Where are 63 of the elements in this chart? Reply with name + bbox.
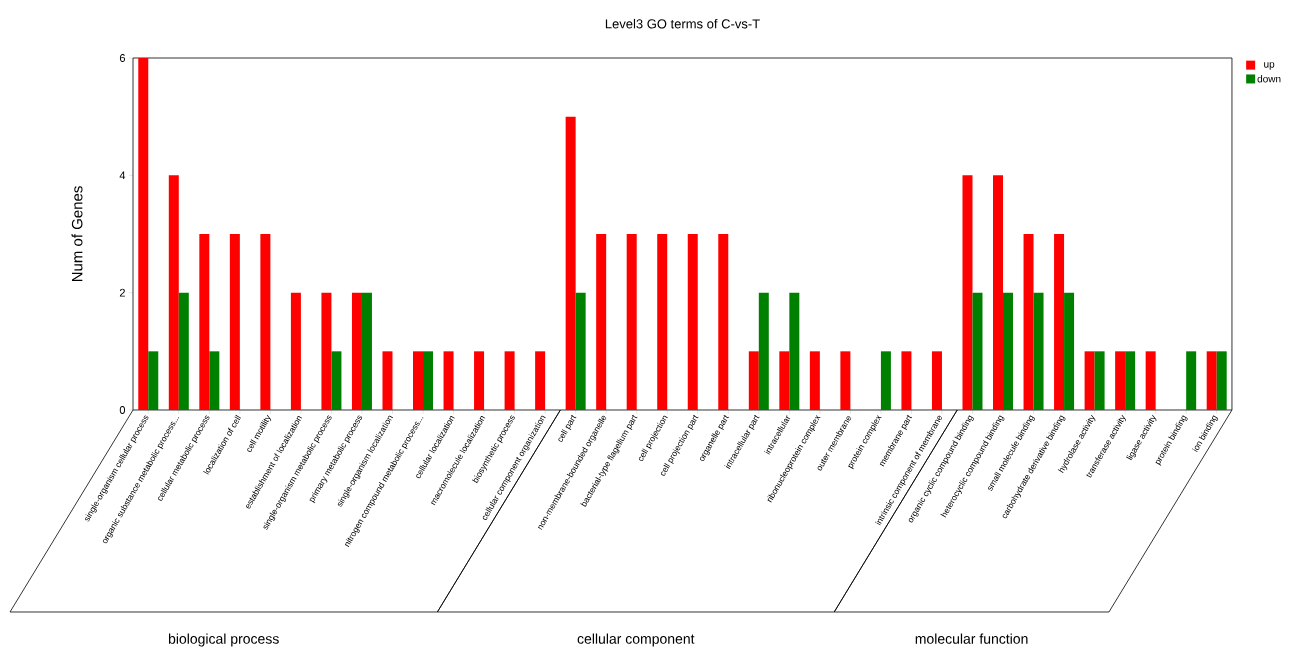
bar bbox=[1094, 351, 1105, 410]
bar bbox=[474, 351, 485, 410]
bar bbox=[626, 233, 637, 410]
bar bbox=[993, 175, 1004, 410]
bar bbox=[351, 292, 362, 410]
bar bbox=[148, 351, 159, 410]
bar bbox=[880, 351, 891, 410]
bar bbox=[565, 116, 576, 410]
bar bbox=[718, 233, 729, 410]
bar bbox=[290, 292, 301, 410]
bar bbox=[1023, 233, 1034, 410]
bar bbox=[1125, 351, 1136, 410]
legend-label: up bbox=[1264, 62, 1275, 70]
bar bbox=[1115, 351, 1126, 410]
bar bbox=[260, 233, 271, 410]
bar bbox=[321, 292, 332, 410]
bar bbox=[443, 351, 454, 410]
bar bbox=[1216, 351, 1227, 410]
bar bbox=[138, 58, 149, 410]
bar bbox=[748, 351, 759, 410]
bar bbox=[382, 351, 393, 410]
bar bbox=[229, 233, 240, 410]
bar bbox=[1186, 351, 1197, 410]
bar bbox=[1084, 351, 1095, 410]
bar bbox=[1003, 292, 1014, 410]
bar bbox=[596, 233, 607, 410]
bar bbox=[413, 351, 424, 410]
legend-label: down bbox=[1257, 75, 1281, 83]
bar bbox=[1054, 233, 1065, 410]
bar bbox=[361, 292, 372, 410]
bar bbox=[901, 351, 912, 410]
bar bbox=[1033, 292, 1044, 410]
bar bbox=[931, 351, 942, 410]
text: biological process bbox=[168, 633, 279, 647]
bar bbox=[178, 292, 189, 410]
bar bbox=[1145, 351, 1156, 410]
bar bbox=[779, 351, 790, 410]
bar bbox=[535, 351, 546, 410]
bar bbox=[657, 233, 668, 410]
text: molecular function bbox=[915, 633, 1028, 644]
y-tick-label: 0 bbox=[119, 406, 126, 414]
bar bbox=[972, 292, 983, 410]
chart-title: Level3 GO terms of C-vs-T bbox=[605, 18, 760, 29]
bar bbox=[199, 233, 210, 410]
bar bbox=[962, 175, 973, 410]
bar bbox=[1064, 292, 1075, 410]
bar bbox=[168, 175, 179, 410]
y-tick-label: 4 bbox=[119, 171, 126, 180]
bar bbox=[840, 351, 851, 410]
bar bbox=[1206, 351, 1217, 410]
bar bbox=[209, 351, 220, 410]
bar bbox=[687, 233, 698, 410]
bar bbox=[789, 292, 800, 410]
y-tick-label: 2 bbox=[119, 288, 125, 297]
y-tick-label: 6 bbox=[119, 54, 125, 62]
bar bbox=[423, 351, 434, 410]
bar bbox=[809, 351, 820, 410]
y-axis-title: Num of Genes bbox=[71, 186, 83, 282]
bar bbox=[758, 292, 769, 410]
bar bbox=[504, 351, 515, 410]
bar bbox=[331, 351, 342, 410]
bar bbox=[575, 292, 586, 410]
text: cellular component bbox=[577, 633, 695, 647]
